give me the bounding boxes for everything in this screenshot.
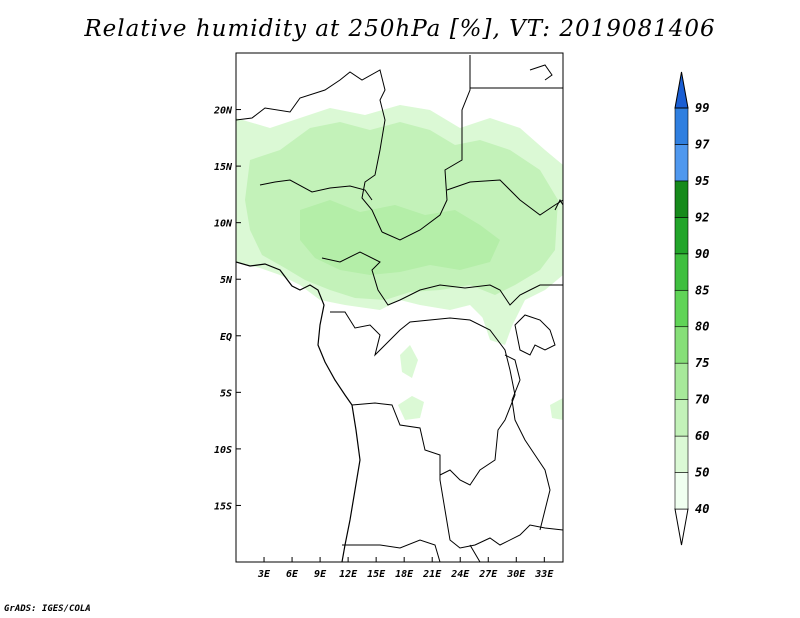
colorbar-under-triangle <box>674 508 689 546</box>
x-tick-label: 15E <box>367 569 386 580</box>
plot-frame <box>235 52 564 563</box>
colorbar-label: 85 <box>695 283 709 297</box>
x-tick-label: 27E <box>478 569 498 580</box>
colorbar-segment <box>674 253 689 291</box>
colorbar: 40 50 60 70 75 80 85 90 92 95 97 99 <box>674 71 710 546</box>
rh-band-60-b <box>300 200 500 275</box>
colorbar-label: 70 <box>695 393 709 407</box>
border-east <box>446 87 563 216</box>
x-tick-label: 6E <box>286 569 299 580</box>
colorbar-label: 50 <box>695 466 709 480</box>
x-tick-label: 24E <box>450 569 470 580</box>
colorbar-label: 40 <box>695 502 709 516</box>
grads-credit: GrADS: IGES/COLA <box>4 604 91 614</box>
colorbar-label: 97 <box>695 137 710 151</box>
colorbar-segment <box>674 289 689 328</box>
y-tick-label: 15S <box>214 501 232 512</box>
colorbar-label: 99 <box>695 101 709 115</box>
y-tick-label: 10N <box>214 219 233 230</box>
y-tick-label: 10S <box>214 445 232 456</box>
colorbar-segment <box>674 180 689 218</box>
colorbar-label: 75 <box>695 356 709 370</box>
colorbar-segment <box>674 435 689 473</box>
map-title: Relative humidity at 250hPa [%], VT: 201… <box>84 16 716 42</box>
colorbar-over-triangle <box>674 71 689 109</box>
colorbar-segment <box>674 399 689 437</box>
colorbar-segment <box>674 362 689 400</box>
colorbar-segment <box>674 217 689 255</box>
border-south <box>342 539 481 562</box>
border-northeast <box>529 64 563 211</box>
border-uganda <box>514 314 556 356</box>
x-tick-label: 18E <box>395 569 414 580</box>
humidity-shading <box>236 105 563 420</box>
colorbar-label: 92 <box>695 210 709 224</box>
colorbar-label: 95 <box>695 174 709 188</box>
border-sahel <box>259 179 373 201</box>
border-angola <box>351 402 563 549</box>
y-axis: 20N 15N 10N 5N EQ 5S 10S 15S <box>213 106 241 512</box>
colorbar-segment <box>674 144 689 182</box>
colorbar-label: 90 <box>695 247 709 261</box>
border-lakes <box>504 354 551 531</box>
x-tick-label: 3E <box>257 569 271 580</box>
y-tick-label: 5S <box>220 388 232 399</box>
x-axis: 3E 6E 9E 12E 15E 18E 21E 24E 27E 30E 33E <box>257 557 554 580</box>
x-tick-label: 33E <box>534 569 554 580</box>
x-tick-label: 12E <box>339 569 358 580</box>
colorbar-segment <box>674 472 689 510</box>
rh-band-50-d <box>480 300 515 345</box>
coastline <box>236 261 361 562</box>
x-tick-label: 9E <box>314 569 327 580</box>
y-tick-label: EQ <box>220 332 232 343</box>
x-tick-label: 21E <box>422 569 442 580</box>
border-central <box>381 55 471 241</box>
y-tick-label: 5N <box>220 275 233 286</box>
y-tick-label: 20N <box>213 106 233 117</box>
map-borders <box>236 55 563 562</box>
rh-band-50-e <box>550 398 563 420</box>
colorbar-label: 80 <box>695 320 709 334</box>
border-car <box>321 251 563 306</box>
x-tick-label: 30E <box>506 569 526 580</box>
colorbar-segment <box>674 326 689 364</box>
y-tick-label: 15N <box>214 162 233 173</box>
colorbar-label: 60 <box>695 429 709 443</box>
colorbar-segment <box>674 107 689 145</box>
rh-band-50-c <box>398 396 424 420</box>
rh-band-50-b <box>400 345 418 378</box>
border-congo <box>330 311 516 486</box>
border-west <box>236 69 386 233</box>
